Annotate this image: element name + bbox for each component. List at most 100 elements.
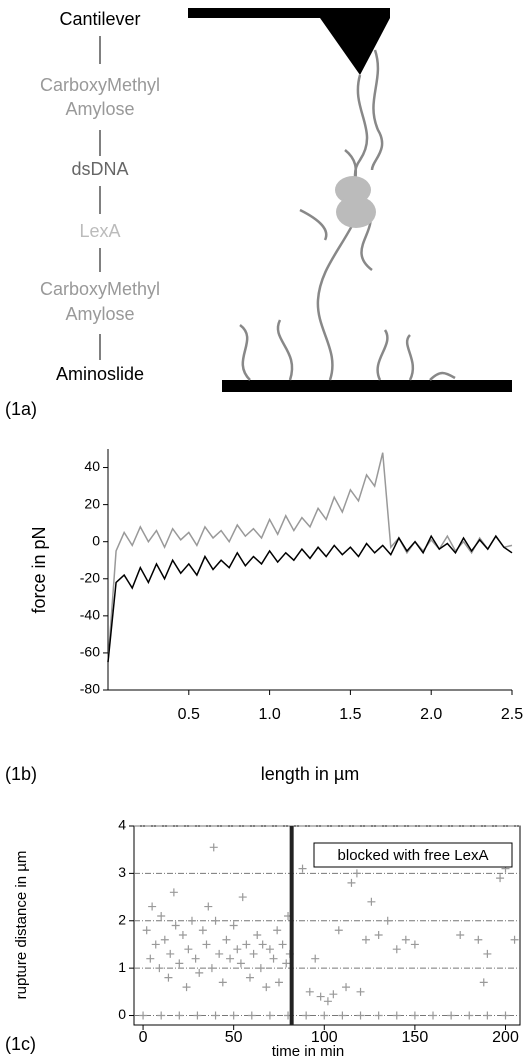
point bbox=[316, 992, 325, 1001]
point bbox=[479, 978, 488, 987]
point bbox=[342, 983, 351, 992]
point bbox=[501, 1011, 510, 1020]
point bbox=[410, 1011, 419, 1020]
point bbox=[247, 1011, 256, 1020]
label: Amylose bbox=[65, 99, 134, 119]
annotation-box bbox=[313, 842, 513, 868]
point bbox=[157, 1011, 166, 1020]
point bbox=[242, 940, 251, 949]
point bbox=[334, 926, 343, 935]
point bbox=[329, 990, 338, 999]
point bbox=[401, 935, 410, 944]
point bbox=[229, 921, 238, 930]
point bbox=[273, 926, 282, 935]
x-tick-label: 2.0 bbox=[420, 706, 442, 723]
point bbox=[202, 940, 211, 949]
point bbox=[182, 983, 191, 992]
point bbox=[175, 959, 184, 968]
point bbox=[209, 843, 218, 852]
point bbox=[166, 949, 175, 958]
point bbox=[269, 954, 278, 963]
point bbox=[278, 940, 287, 949]
y-tick-label: 0 bbox=[118, 1006, 126, 1022]
slide bbox=[222, 380, 512, 392]
point bbox=[198, 926, 207, 935]
point bbox=[204, 902, 213, 911]
point bbox=[245, 973, 254, 982]
point bbox=[139, 1011, 148, 1020]
point bbox=[338, 1011, 347, 1020]
x-tick-label: 0 bbox=[139, 1029, 148, 1046]
point bbox=[175, 1011, 184, 1020]
point bbox=[249, 949, 258, 958]
panel-label: (1c) bbox=[5, 1034, 36, 1054]
point bbox=[215, 949, 224, 958]
y-tick-label: 20 bbox=[84, 495, 100, 511]
y-tick-label: 0 bbox=[92, 532, 100, 548]
point bbox=[323, 997, 332, 1006]
y-tick-label: 1 bbox=[118, 959, 126, 975]
x-tick-label: 150 bbox=[402, 1029, 429, 1046]
point bbox=[155, 964, 164, 973]
y-tick-label: 2 bbox=[118, 911, 126, 927]
point bbox=[265, 945, 274, 954]
point bbox=[456, 930, 465, 939]
point bbox=[429, 1011, 438, 1020]
x-tick-label: 1.5 bbox=[339, 706, 361, 723]
x-tick-label: 2.5 bbox=[501, 706, 523, 723]
point bbox=[193, 1011, 202, 1020]
label: Amylose bbox=[65, 304, 134, 324]
point bbox=[305, 987, 314, 996]
point bbox=[347, 878, 356, 887]
panel-label: (1b) bbox=[5, 764, 37, 784]
point bbox=[236, 959, 245, 968]
x-axis-label: length in µm bbox=[261, 764, 359, 784]
point bbox=[447, 1011, 456, 1020]
tip bbox=[320, 18, 390, 75]
point bbox=[483, 949, 492, 958]
point bbox=[191, 954, 200, 963]
point bbox=[160, 935, 169, 944]
point bbox=[207, 964, 216, 973]
y-tick-label: -80 bbox=[80, 681, 100, 697]
y-axis-label: force in pN bbox=[29, 526, 49, 613]
point bbox=[146, 954, 155, 963]
point bbox=[465, 1011, 474, 1020]
label: CarboxyMethyl bbox=[40, 75, 160, 95]
point bbox=[298, 864, 307, 873]
point bbox=[311, 954, 320, 963]
point bbox=[510, 935, 519, 944]
x-axis-label: time in min bbox=[272, 1043, 345, 1059]
point bbox=[142, 926, 151, 935]
line bbox=[107, 452, 513, 663]
point bbox=[265, 1011, 274, 1020]
point bbox=[151, 940, 160, 949]
point bbox=[211, 1011, 220, 1020]
label: dsDNA bbox=[71, 159, 128, 179]
point bbox=[367, 897, 376, 906]
label: CarboxyMethyl bbox=[40, 279, 160, 299]
point bbox=[374, 1011, 383, 1020]
point bbox=[195, 968, 204, 977]
point bbox=[184, 945, 193, 954]
point bbox=[171, 921, 180, 930]
point bbox=[157, 912, 166, 921]
point bbox=[361, 935, 370, 944]
line bbox=[107, 534, 513, 663]
point bbox=[148, 902, 157, 911]
y-tick-label: -60 bbox=[80, 644, 100, 660]
y-tick-label: 40 bbox=[84, 458, 100, 474]
point bbox=[282, 959, 291, 968]
label: LexA bbox=[79, 221, 120, 241]
point bbox=[262, 983, 271, 992]
point bbox=[226, 954, 235, 963]
point bbox=[483, 1011, 492, 1020]
x-tick-label: 1.0 bbox=[258, 706, 280, 723]
diagram: Cantilever CarboxyMethyl Amylose dsDNA L… bbox=[5, 8, 512, 419]
point bbox=[352, 869, 361, 878]
point bbox=[392, 1011, 401, 1020]
cantilever bbox=[188, 8, 390, 18]
point bbox=[258, 940, 267, 949]
point bbox=[392, 945, 401, 954]
